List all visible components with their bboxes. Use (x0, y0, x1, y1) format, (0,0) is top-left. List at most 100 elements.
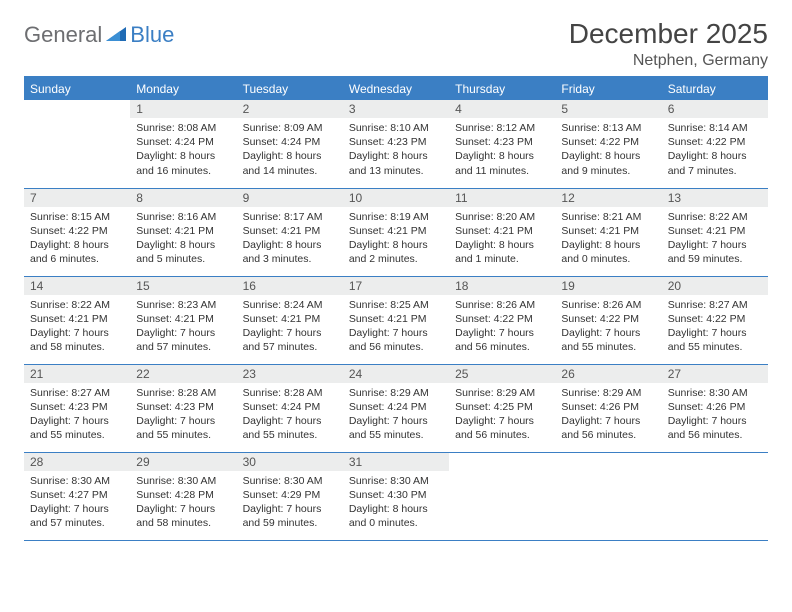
logo-text-blue: Blue (130, 22, 174, 48)
daylight-text: Daylight: 7 hours and 57 minutes. (30, 502, 124, 530)
day-content: Sunrise: 8:28 AMSunset: 4:24 PMDaylight:… (237, 383, 343, 447)
calendar-day-cell: 21Sunrise: 8:27 AMSunset: 4:23 PMDayligh… (24, 364, 130, 452)
sunrise-text: Sunrise: 8:23 AM (136, 298, 230, 312)
calendar-day-cell: 2Sunrise: 8:09 AMSunset: 4:24 PMDaylight… (237, 100, 343, 188)
calendar-week-row: 21Sunrise: 8:27 AMSunset: 4:23 PMDayligh… (24, 364, 768, 452)
day-content: Sunrise: 8:20 AMSunset: 4:21 PMDaylight:… (449, 207, 555, 271)
calendar-day-cell: 30Sunrise: 8:30 AMSunset: 4:29 PMDayligh… (237, 452, 343, 540)
calendar-day-cell: 1Sunrise: 8:08 AMSunset: 4:24 PMDaylight… (130, 100, 236, 188)
daylight-text: Daylight: 7 hours and 59 minutes. (668, 238, 762, 266)
sunset-text: Sunset: 4:23 PM (136, 400, 230, 414)
day-number: 22 (130, 365, 236, 383)
calendar-day-cell: 5Sunrise: 8:13 AMSunset: 4:22 PMDaylight… (555, 100, 661, 188)
day-number: 15 (130, 277, 236, 295)
sunrise-text: Sunrise: 8:24 AM (243, 298, 337, 312)
sunset-text: Sunset: 4:21 PM (30, 312, 124, 326)
daylight-text: Daylight: 8 hours and 14 minutes. (243, 149, 337, 177)
sunset-text: Sunset: 4:21 PM (136, 312, 230, 326)
calendar-day-cell: 28Sunrise: 8:30 AMSunset: 4:27 PMDayligh… (24, 452, 130, 540)
daylight-text: Daylight: 8 hours and 7 minutes. (668, 149, 762, 177)
sunset-text: Sunset: 4:23 PM (349, 135, 443, 149)
calendar-day-cell: 17Sunrise: 8:25 AMSunset: 4:21 PMDayligh… (343, 276, 449, 364)
day-number (449, 453, 555, 457)
sunset-text: Sunset: 4:22 PM (561, 312, 655, 326)
sunrise-text: Sunrise: 8:20 AM (455, 210, 549, 224)
day-number: 26 (555, 365, 661, 383)
day-number: 4 (449, 100, 555, 118)
calendar-week-row: 1Sunrise: 8:08 AMSunset: 4:24 PMDaylight… (24, 100, 768, 188)
sunrise-text: Sunrise: 8:29 AM (455, 386, 549, 400)
day-number: 7 (24, 189, 130, 207)
sunset-text: Sunset: 4:26 PM (668, 400, 762, 414)
calendar-day-cell: 27Sunrise: 8:30 AMSunset: 4:26 PMDayligh… (662, 364, 768, 452)
daylight-text: Daylight: 7 hours and 59 minutes. (243, 502, 337, 530)
daylight-text: Daylight: 7 hours and 56 minutes. (349, 326, 443, 354)
calendar-day-cell: 19Sunrise: 8:26 AMSunset: 4:22 PMDayligh… (555, 276, 661, 364)
day-content: Sunrise: 8:29 AMSunset: 4:24 PMDaylight:… (343, 383, 449, 447)
sunrise-text: Sunrise: 8:28 AM (136, 386, 230, 400)
location-label: Netphen, Germany (569, 52, 768, 70)
sunrise-text: Sunrise: 8:28 AM (243, 386, 337, 400)
calendar-day-cell: 31Sunrise: 8:30 AMSunset: 4:30 PMDayligh… (343, 452, 449, 540)
sunrise-text: Sunrise: 8:27 AM (30, 386, 124, 400)
day-number: 11 (449, 189, 555, 207)
day-content: Sunrise: 8:14 AMSunset: 4:22 PMDaylight:… (662, 118, 768, 182)
calendar-day-cell: 14Sunrise: 8:22 AMSunset: 4:21 PMDayligh… (24, 276, 130, 364)
sunrise-text: Sunrise: 8:16 AM (136, 210, 230, 224)
title-block: December 2025 Netphen, Germany (569, 18, 768, 70)
calendar-day-cell: 8Sunrise: 8:16 AMSunset: 4:21 PMDaylight… (130, 188, 236, 276)
sunset-text: Sunset: 4:24 PM (243, 135, 337, 149)
day-content: Sunrise: 8:28 AMSunset: 4:23 PMDaylight:… (130, 383, 236, 447)
daylight-text: Daylight: 8 hours and 1 minute. (455, 238, 549, 266)
day-number: 12 (555, 189, 661, 207)
calendar-day-cell: 4Sunrise: 8:12 AMSunset: 4:23 PMDaylight… (449, 100, 555, 188)
daylight-text: Daylight: 7 hours and 55 minutes. (30, 414, 124, 442)
sunset-text: Sunset: 4:23 PM (30, 400, 124, 414)
day-content: Sunrise: 8:17 AMSunset: 4:21 PMDaylight:… (237, 207, 343, 271)
day-content: Sunrise: 8:26 AMSunset: 4:22 PMDaylight:… (449, 295, 555, 359)
day-number: 16 (237, 277, 343, 295)
day-content: Sunrise: 8:30 AMSunset: 4:26 PMDaylight:… (662, 383, 768, 447)
daylight-text: Daylight: 7 hours and 55 minutes. (243, 414, 337, 442)
day-number: 13 (662, 189, 768, 207)
calendar-week-row: 7Sunrise: 8:15 AMSunset: 4:22 PMDaylight… (24, 188, 768, 276)
sunrise-text: Sunrise: 8:30 AM (349, 474, 443, 488)
day-content: Sunrise: 8:09 AMSunset: 4:24 PMDaylight:… (237, 118, 343, 182)
daylight-text: Daylight: 7 hours and 56 minutes. (455, 414, 549, 442)
calendar-day-cell (449, 452, 555, 540)
calendar-day-cell: 16Sunrise: 8:24 AMSunset: 4:21 PMDayligh… (237, 276, 343, 364)
sunset-text: Sunset: 4:24 PM (136, 135, 230, 149)
daylight-text: Daylight: 7 hours and 58 minutes. (30, 326, 124, 354)
day-number: 14 (24, 277, 130, 295)
sunset-text: Sunset: 4:22 PM (30, 224, 124, 238)
sunrise-text: Sunrise: 8:09 AM (243, 121, 337, 135)
day-content: Sunrise: 8:27 AMSunset: 4:22 PMDaylight:… (662, 295, 768, 359)
daylight-text: Daylight: 7 hours and 56 minutes. (455, 326, 549, 354)
sunset-text: Sunset: 4:22 PM (455, 312, 549, 326)
header: General Blue December 2025 Netphen, Germ… (24, 18, 768, 70)
weekday-header: Thursday (449, 77, 555, 100)
sunrise-text: Sunrise: 8:17 AM (243, 210, 337, 224)
daylight-text: Daylight: 7 hours and 55 minutes. (349, 414, 443, 442)
day-number: 2 (237, 100, 343, 118)
day-number (555, 453, 661, 457)
sunset-text: Sunset: 4:27 PM (30, 488, 124, 502)
daylight-text: Daylight: 7 hours and 55 minutes. (561, 326, 655, 354)
day-number: 1 (130, 100, 236, 118)
day-number (24, 100, 130, 104)
sunset-text: Sunset: 4:21 PM (561, 224, 655, 238)
day-content: Sunrise: 8:21 AMSunset: 4:21 PMDaylight:… (555, 207, 661, 271)
day-number: 5 (555, 100, 661, 118)
calendar-day-cell: 23Sunrise: 8:28 AMSunset: 4:24 PMDayligh… (237, 364, 343, 452)
day-content: Sunrise: 8:22 AMSunset: 4:21 PMDaylight:… (24, 295, 130, 359)
sunset-text: Sunset: 4:21 PM (136, 224, 230, 238)
sunset-text: Sunset: 4:23 PM (455, 135, 549, 149)
day-number: 27 (662, 365, 768, 383)
calendar-day-cell: 22Sunrise: 8:28 AMSunset: 4:23 PMDayligh… (130, 364, 236, 452)
weekday-header: Friday (555, 77, 661, 100)
day-number: 29 (130, 453, 236, 471)
sunrise-text: Sunrise: 8:22 AM (668, 210, 762, 224)
sunset-text: Sunset: 4:24 PM (243, 400, 337, 414)
calendar-day-cell: 24Sunrise: 8:29 AMSunset: 4:24 PMDayligh… (343, 364, 449, 452)
daylight-text: Daylight: 8 hours and 6 minutes. (30, 238, 124, 266)
